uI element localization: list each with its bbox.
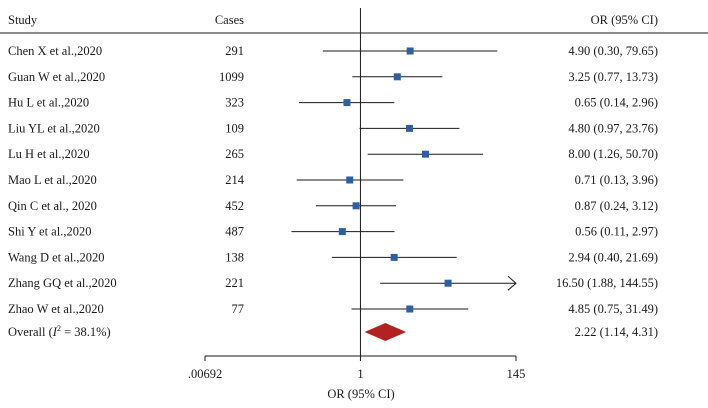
study-row: Liu YL et al.,2020 109 4.80 (0.97, 23.76) xyxy=(8,121,658,135)
study-name: Zhang GQ et al.,2020 xyxy=(8,276,117,290)
study-name: Hu L et al.,2020 xyxy=(8,96,89,110)
study-row: Hu L et al.,2020 323 0.65 (0.14, 2.96) xyxy=(8,96,658,110)
ci-arrow xyxy=(507,275,517,291)
study-or-label: 4.80 (0.97, 23.76) xyxy=(568,121,658,135)
study-or-label: 2.94 (0.40, 21.69) xyxy=(568,250,658,264)
study-name: Chen X et al.,2020 xyxy=(8,44,102,58)
study-row: Zhang GQ et al.,2020 221 16.50 (1.88, 144.… xyxy=(8,275,658,291)
study-name: Wang D et al.,2020 xyxy=(8,250,105,264)
x-tick-label: 145 xyxy=(507,367,526,381)
study-name: Qin C et al., 2020 xyxy=(8,199,97,213)
study-row: Qin C et al., 2020 452 0.87 (0.24, 3.12) xyxy=(8,199,658,213)
study-or-label: 16.50 (1.88, 144.55) xyxy=(556,276,658,290)
study-cases: 487 xyxy=(225,225,244,239)
study-marker xyxy=(352,202,360,210)
overall-i2-symbol: I xyxy=(52,325,58,339)
study-row: Shi Y et al.,2020 487 0.56 (0.11, 2.97) xyxy=(8,225,658,239)
study-marker xyxy=(393,73,401,81)
study-or-label: 3.25 (0.77, 13.73) xyxy=(568,70,658,84)
study-row: Zhao W et al.,2020 77 4.85 (0.75, 31.49) xyxy=(8,302,658,316)
x-tick-label: .00692 xyxy=(188,367,222,381)
study-marker xyxy=(343,99,351,107)
overall-prefix: Overall ( xyxy=(8,325,53,339)
study-or-label: 0.65 (0.14, 2.96) xyxy=(575,96,658,110)
study-cases: 109 xyxy=(225,121,244,135)
study-name: Shi Y et al.,2020 xyxy=(8,225,91,239)
overall-or-label: 2.22 (1.14, 4.31) xyxy=(575,325,658,339)
study-or-label: 4.85 (0.75, 31.49) xyxy=(568,302,658,316)
study-cases: 452 xyxy=(225,199,244,213)
study-or-label: 0.56 (0.11, 2.97) xyxy=(575,225,658,239)
study-cases: 323 xyxy=(225,96,244,110)
overall-label: Overall (I2 = 38.1%) xyxy=(8,324,111,339)
overall-i2-sup: 2 xyxy=(57,324,61,333)
study-marker xyxy=(390,253,398,261)
study-row: Wang D et al.,2020 138 2.94 (0.40, 21.69) xyxy=(8,250,658,264)
overall-suffix: = 38.1%) xyxy=(61,325,111,339)
header-cases: Cases xyxy=(215,13,244,27)
study-marker xyxy=(346,176,354,184)
study-marker xyxy=(406,47,414,55)
x-tick-label: 1 xyxy=(357,367,363,381)
header-or-ci: OR (95% CI) xyxy=(591,13,658,27)
study-row: Lu H et al.,2020 265 8.00 (1.26, 50.70) xyxy=(8,147,658,161)
study-cases: 1099 xyxy=(219,70,244,84)
study-marker xyxy=(421,150,429,158)
study-row: Mao L et al.,2020 214 0.71 (0.13, 3.96) xyxy=(8,173,658,187)
study-name: Lu H et al.,2020 xyxy=(8,147,90,161)
x-axis-label: OR (95% CI) xyxy=(327,387,394,401)
study-or-label: 0.71 (0.13, 3.96) xyxy=(575,173,658,187)
study-cases: 77 xyxy=(232,302,245,316)
study-name: Guan W et al.,2020 xyxy=(8,70,105,84)
study-marker xyxy=(338,228,346,236)
study-marker xyxy=(406,305,414,313)
study-or-label: 0.87 (0.24, 3.12) xyxy=(575,199,658,213)
header-study: Study xyxy=(8,13,38,27)
study-marker xyxy=(405,124,413,132)
study-cases: 214 xyxy=(225,173,245,187)
study-cases: 265 xyxy=(225,147,244,161)
study-name: Liu YL et al.,2020 xyxy=(8,121,100,135)
study-row: Guan W et al.,2020 1099 3.25 (0.77, 13.73) xyxy=(8,70,658,84)
study-or-label: 4.90 (0.30, 79.65) xyxy=(568,44,658,58)
study-name: Zhao W et al.,2020 xyxy=(8,302,104,316)
study-or-label: 8.00 (1.26, 50.70) xyxy=(568,147,658,161)
study-cases: 138 xyxy=(225,250,244,264)
study-marker xyxy=(444,279,452,287)
study-cases: 221 xyxy=(225,276,244,290)
study-name: Mao L et al.,2020 xyxy=(8,173,97,187)
study-cases: 291 xyxy=(225,44,244,58)
study-row: Chen X et al.,2020 291 4.90 (0.30, 79.65) xyxy=(8,44,658,58)
overall-diamond xyxy=(364,323,407,341)
